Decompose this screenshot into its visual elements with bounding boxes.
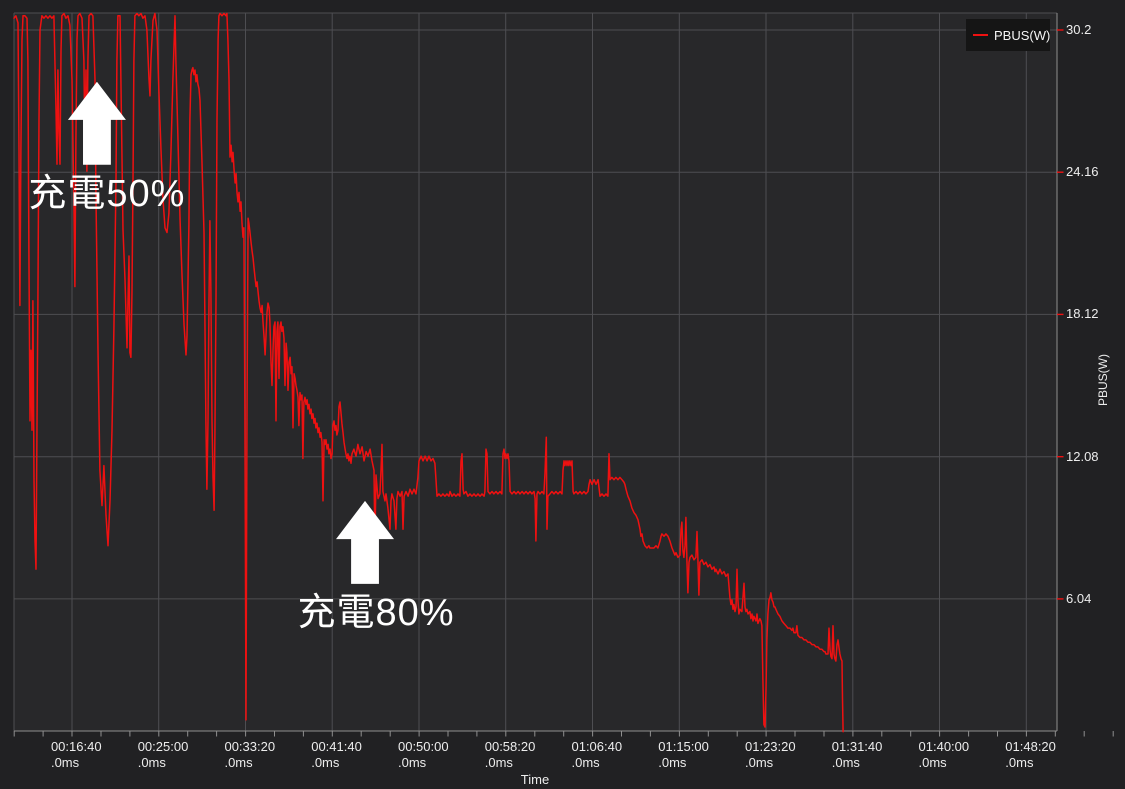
- annotation-text: 充電80%: [297, 591, 455, 634]
- y-axis-tick-label: 6.04: [1066, 590, 1092, 606]
- x-axis-tick-label: 01:40:00.0ms: [918, 739, 970, 770]
- x-axis-tick-label: 00:58:20.0ms: [484, 739, 536, 770]
- x-axis-title: Time: [520, 772, 550, 787]
- y-axis-tick-marks: [1057, 29, 1064, 600]
- y-axis-tick-label: 12.08: [1066, 448, 1099, 464]
- legend[interactable]: PBUS(W): [966, 19, 1050, 51]
- x-axis-tick-label: 01:31:40.0ms: [831, 739, 883, 770]
- gridlines: [13, 12, 1057, 731]
- x-axis-tick-label: 01:15:00.0ms: [658, 739, 709, 770]
- x-axis-tick-label: 01:23:20.0ms: [745, 739, 796, 770]
- y-axis-tick-label: 30.2: [1066, 21, 1092, 37]
- y-axis-title: PBUS(W): [1096, 354, 1110, 406]
- x-axis-tick-label: 00:33:20.0ms: [224, 739, 276, 770]
- x-axis-tick-label: 00:41:40.0ms: [311, 739, 362, 770]
- x-axis-tick-marks: [13, 731, 1114, 737]
- annotation-text: 充電50%: [28, 172, 186, 215]
- y-axis-tick-label: 24.16: [1066, 164, 1099, 180]
- series-line-pbus-w-: [13, 12, 844, 733]
- legend-line-icon: [973, 34, 988, 36]
- y-axis-tick-label: 18.12: [1066, 306, 1099, 322]
- x-axis-tick-label: 00:25:00.0ms: [137, 739, 189, 770]
- x-axis-tick-label: 00:16:40.0ms: [50, 739, 102, 770]
- x-axis-tick-label: 00:50:00.0ms: [397, 739, 449, 770]
- x-axis-tick-label: 01:48:20.0ms: [1005, 739, 1056, 770]
- legend-series-label: PBUS(W): [994, 27, 1051, 43]
- plot-background[interactable]: [14, 13, 1057, 731]
- x-axis-tick-label: 01:06:40.0ms: [571, 739, 623, 770]
